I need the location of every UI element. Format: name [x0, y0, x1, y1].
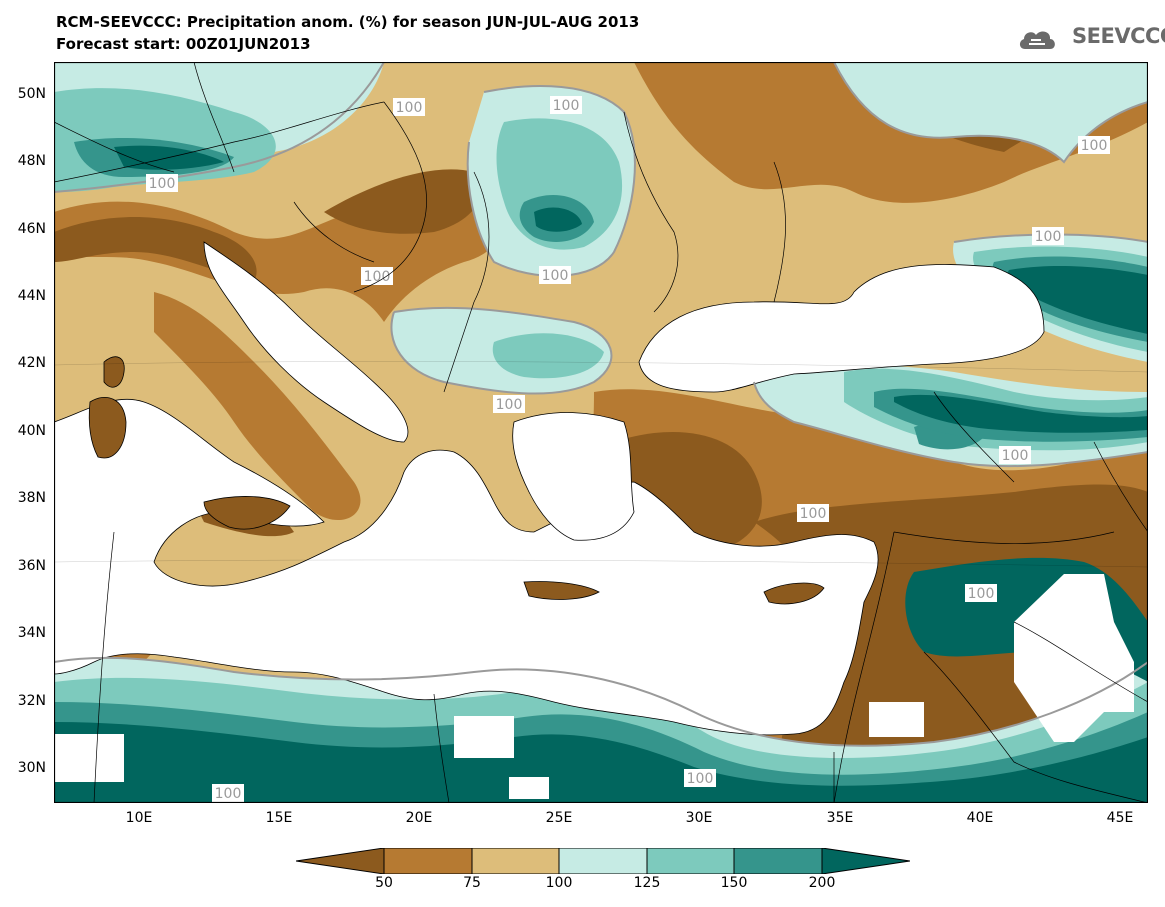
colorbar-50-75 [383, 848, 473, 874]
contour-label-text: 100 [364, 269, 391, 285]
lon-label: 45E [1106, 810, 1134, 826]
lat-label: 32N [17, 693, 46, 709]
contour-label-text: 100 [1002, 448, 1029, 464]
sicily [203, 496, 291, 530]
contour-label-text: 100 [553, 98, 580, 114]
country-borders [54, 62, 1148, 803]
contour-label: 100 [493, 395, 525, 413]
lat-label: 36N [17, 558, 46, 574]
lat-label: 48N [17, 153, 46, 169]
adriatic-sea [203, 241, 409, 443]
masked-areas [54, 574, 1134, 799]
colorbar-label: 200 [808, 875, 836, 891]
cyprus [763, 582, 825, 605]
sardinia [88, 397, 127, 459]
contour-label: 100 [146, 174, 178, 192]
contour-label-text: 100 [1035, 229, 1062, 245]
forecast-start-label: Forecast start: 00Z01JUN2013 [56, 35, 311, 53]
seas [54, 241, 1045, 736]
contour-label: 100 [550, 96, 582, 114]
contour-label: 100 [1078, 136, 1110, 154]
cloud-logo-icon [1019, 31, 1055, 49]
contour-label-text: 100 [800, 506, 827, 522]
aegean-sea [512, 412, 635, 541]
lon-label: 30E [685, 810, 713, 826]
lat-label: 38N [17, 490, 46, 506]
lat-label: 40N [17, 423, 46, 439]
contour-label: 100 [361, 267, 393, 285]
lon-label: 40E [966, 810, 994, 826]
islands [88, 356, 825, 605]
colorbar-75-100 [471, 848, 560, 874]
colorbar-label: 50 [375, 875, 393, 891]
colorbar-label: 100 [545, 875, 573, 891]
contour-label: 100 [212, 784, 244, 802]
contour-label-text: 100 [1081, 138, 1108, 154]
contour-label-text: 100 [687, 771, 714, 787]
colorbar-above-200 [821, 848, 910, 874]
precipitation-anomaly-map: 100 100 100 100 100 100 100 100 100 100 … [54, 62, 1148, 803]
contour-label-text: 100 [496, 397, 523, 413]
colorbar-label: 150 [720, 875, 748, 891]
colorbar [296, 848, 910, 874]
contour-labels: 100 100 100 100 100 100 100 100 100 100 … [146, 96, 1110, 802]
lat-label: 50N [17, 86, 46, 102]
corsica [103, 356, 125, 388]
colorbar-150-200 [733, 848, 823, 874]
contour-label: 100 [1032, 227, 1064, 245]
crete [523, 581, 600, 600]
contour-label: 100 [965, 584, 997, 602]
lon-label: 25E [545, 810, 573, 826]
map-title: RCM-SEEVCCC: Precipitation anom. (%) for… [56, 13, 640, 31]
black-sea [638, 264, 1045, 393]
colorbar-below-50 [296, 848, 385, 874]
contour-label: 100 [797, 504, 829, 522]
lon-label: 15E [265, 810, 293, 826]
lat-label: 42N [17, 355, 46, 371]
lat-label: 34N [17, 625, 46, 641]
lon-label: 20E [405, 810, 433, 826]
contour-100-lines [54, 62, 1148, 747]
contour-label: 100 [684, 769, 716, 787]
lat-label: 30N [17, 760, 46, 776]
contour-label-text: 100 [542, 268, 569, 284]
lon-label: 10E [125, 810, 153, 826]
lat-label: 46N [17, 221, 46, 237]
logo-text: SEEVCCC [1072, 24, 1165, 48]
contour-label: 100 [999, 446, 1031, 464]
contour-label-text: 100 [215, 786, 242, 802]
lon-label: 35E [826, 810, 854, 826]
contour-label-text: 100 [149, 176, 176, 192]
contour-label-text: 100 [396, 100, 423, 116]
colorbar-label: 75 [463, 875, 481, 891]
contour-label-text: 100 [968, 586, 995, 602]
contour-label: 100 [393, 98, 425, 116]
colorbar-label: 125 [633, 875, 661, 891]
mediterranean-sea [54, 398, 879, 736]
lat-label: 44N [17, 288, 46, 304]
contour-label: 100 [539, 266, 571, 284]
colorbar-100-125 [558, 848, 648, 874]
colorbar-125-150 [646, 848, 735, 874]
